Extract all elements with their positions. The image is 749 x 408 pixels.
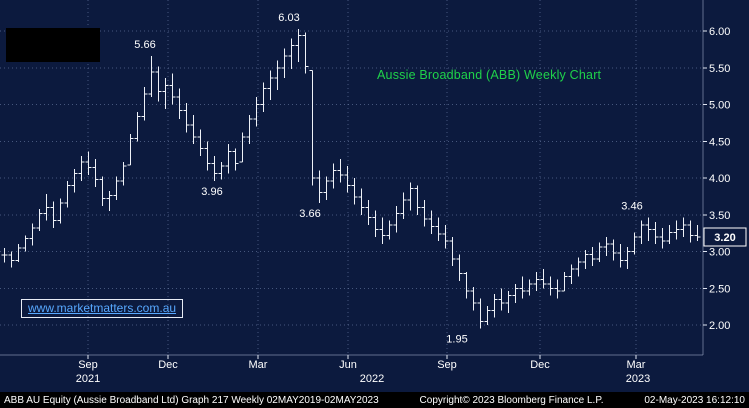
price-bars [1,28,701,329]
y-axis-label: 5.50 [709,63,730,75]
x-axis-month-label: Sep [78,359,98,371]
x-axis-year-label: 2022 [360,373,384,385]
x-axis-month-label: Dec [158,359,178,371]
y-axis-label: 3.00 [709,247,730,259]
chart-title: Aussie Broadband (ABB) Weekly Chart [377,68,602,82]
y-axis-label: 5.00 [709,100,730,112]
axes: 6.00 5.50 5.00 4.50 4.00 3.50 3.00 2.50 2.00 Sep D… [0,0,730,385]
x-axis-month-label: Jun [339,359,357,371]
y-axis-label: 3.50 [709,210,730,222]
x-axis-year-label: 2023 [626,373,650,385]
x-axis-month-label: Mar [249,359,268,371]
y-axis-label: 4.50 [709,136,730,148]
price-annotation: 3.46 [621,201,642,213]
price-annotation: 3.66 [299,208,320,220]
price-chart-canvas: 6.00 5.50 5.00 4.50 4.00 3.50 3.00 2.50 2.00 Sep D… [0,0,747,385]
price-annotations: 5.66 6.03 3.96 3.66 1.95 3.46 [134,12,642,346]
y-axis-label: 2.00 [709,320,730,332]
price-annotation: 1.95 [446,334,467,346]
last-price-label: 3.20 [714,232,735,244]
footer-copyright: Copyright© 2023 Bloomberg Finance L.P. [419,394,604,406]
status-bar: ABB AU Equity (Aussie Broadband Ltd) Gra… [0,392,749,408]
footer-timestamp: 02-May-2023 16:12:10 [644,394,745,406]
price-annotation: 5.66 [134,39,155,51]
y-axis-label: 4.00 [709,173,730,185]
price-annotation: 6.03 [278,12,299,24]
last-price-marker: 3.20 [703,227,747,247]
price-annotation: 3.96 [201,186,222,198]
redacted-panel [6,28,100,62]
footer-security-info: ABB AU Equity (Aussie Broadband Ltd) Gra… [4,394,379,406]
x-axis-month-label: Sep [437,359,457,371]
x-axis-month-label: Dec [530,359,550,371]
x-axis-month-label: Mar [627,359,646,371]
y-axis-label: 6.00 [709,26,730,38]
marketmatters-link[interactable]: www.marketmatters.com.au [21,299,184,318]
y-axis-label: 2.50 [709,283,730,295]
x-axis-year-label: 2021 [76,373,100,385]
